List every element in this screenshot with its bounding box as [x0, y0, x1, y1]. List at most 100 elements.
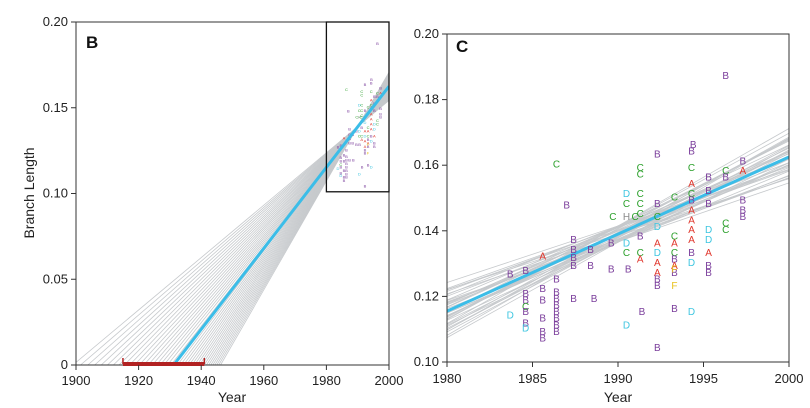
data-point: A: [688, 225, 695, 236]
data-point: B: [367, 163, 370, 168]
data-point: B: [345, 161, 348, 166]
data-point: C: [370, 89, 373, 94]
bootstrap-line: [447, 145, 789, 331]
data-point: B: [361, 164, 364, 169]
data-point: B: [343, 152, 346, 157]
data-point: A: [370, 111, 373, 116]
data-point: B: [570, 235, 577, 246]
data-point: C: [637, 199, 644, 210]
data-point: A: [370, 98, 373, 103]
data-point: B: [345, 147, 348, 152]
data-point: B: [553, 301, 560, 312]
bootstrap-line: [447, 150, 789, 305]
data-point: A: [688, 215, 695, 226]
data-point: C: [609, 212, 616, 223]
data-point: B: [570, 245, 577, 256]
data-point: B: [705, 173, 712, 184]
data-point: D: [688, 258, 695, 269]
data-point: B: [654, 274, 661, 285]
data-point: B: [379, 86, 382, 91]
data-point: C: [637, 163, 644, 174]
data-point: C: [359, 115, 362, 120]
data-point: B: [654, 343, 661, 354]
data-point: A: [364, 128, 367, 133]
x-tick-label: 1960: [249, 373, 278, 388]
data-point: C: [339, 162, 342, 167]
data-point: D: [370, 164, 373, 169]
data-point: C: [637, 189, 644, 200]
data-point: B: [367, 137, 370, 142]
data-point: B: [370, 80, 373, 85]
y-tick-label: 0.10: [43, 186, 68, 201]
data-point: C: [637, 209, 644, 220]
data-point: B: [355, 128, 358, 133]
data-point: A: [360, 137, 363, 142]
data-point: B: [339, 155, 342, 160]
data-point: B: [522, 307, 529, 318]
data-point: C: [345, 87, 348, 92]
data-point: C: [637, 169, 644, 180]
data-point: B: [376, 41, 379, 46]
panel-b-x-ticks: 1900 1920 1940 1960 1980 2000: [62, 365, 404, 388]
x-tick-label: 2000: [775, 371, 804, 386]
data-point: C: [367, 125, 370, 130]
data-point: D: [654, 248, 661, 259]
data-point: A: [370, 122, 373, 127]
data-point: C: [553, 160, 560, 171]
data-point: B: [739, 196, 746, 207]
panel-b-label: B: [86, 33, 98, 52]
data-point: A: [373, 134, 376, 139]
data-point: B: [654, 150, 661, 161]
data-point: D: [337, 166, 340, 171]
data-point: B: [553, 327, 560, 338]
data-point: D: [705, 225, 712, 236]
y-tick-label: 0.14: [414, 223, 439, 238]
data-point: D: [623, 189, 630, 200]
bootstrap-line: [447, 151, 789, 308]
panel-b-frame: [75, 21, 390, 366]
data-point: H: [358, 115, 361, 120]
data-point: D: [705, 235, 712, 246]
data-point: B: [360, 125, 363, 130]
data-point: B: [705, 199, 712, 210]
data-point: D: [522, 324, 529, 335]
data-point: B: [352, 158, 355, 163]
data-point: B: [373, 108, 376, 113]
data-point: B: [345, 164, 348, 169]
data-point: B: [364, 82, 367, 87]
data-point: B: [705, 261, 712, 272]
data-point: B: [688, 196, 695, 207]
x-tick-label: 2000: [375, 373, 404, 388]
data-point: B: [553, 307, 560, 318]
data-point: B: [507, 269, 514, 280]
data-point: C: [376, 91, 379, 96]
data-point: B: [345, 175, 348, 180]
bootstrap-line: [447, 128, 789, 324]
y-tick-label: 0.12: [414, 288, 439, 303]
x-tick-label: 1995: [689, 371, 718, 386]
data-point: C: [358, 108, 361, 113]
data-point: B: [355, 142, 358, 147]
panel-b-points: BDBBBCBBDABBBBBCBBBBBBBBBBBBBBBBBCBBDCHD…: [337, 41, 383, 188]
data-point: C: [623, 199, 630, 210]
data-point: B: [654, 199, 661, 210]
data-point: C: [355, 115, 358, 120]
data-point: C: [522, 302, 529, 313]
data-point: F: [367, 151, 370, 156]
data-point: C: [376, 118, 379, 123]
data-point: C: [637, 248, 644, 259]
bootstrap-line: [447, 137, 789, 336]
data-point: A: [364, 144, 367, 149]
data-point: A: [370, 127, 373, 132]
data-point: B: [339, 143, 342, 148]
data-point: B: [367, 144, 370, 149]
data-point: A: [654, 258, 661, 269]
bootstrap-line: [447, 164, 789, 316]
panel-c-regression: [447, 155, 789, 313]
data-point: C: [623, 248, 630, 259]
data-point: B: [348, 132, 351, 137]
data-point: D: [507, 310, 514, 321]
data-point: B: [654, 281, 661, 292]
data-point: C: [722, 219, 729, 230]
data-point: B: [522, 289, 529, 300]
